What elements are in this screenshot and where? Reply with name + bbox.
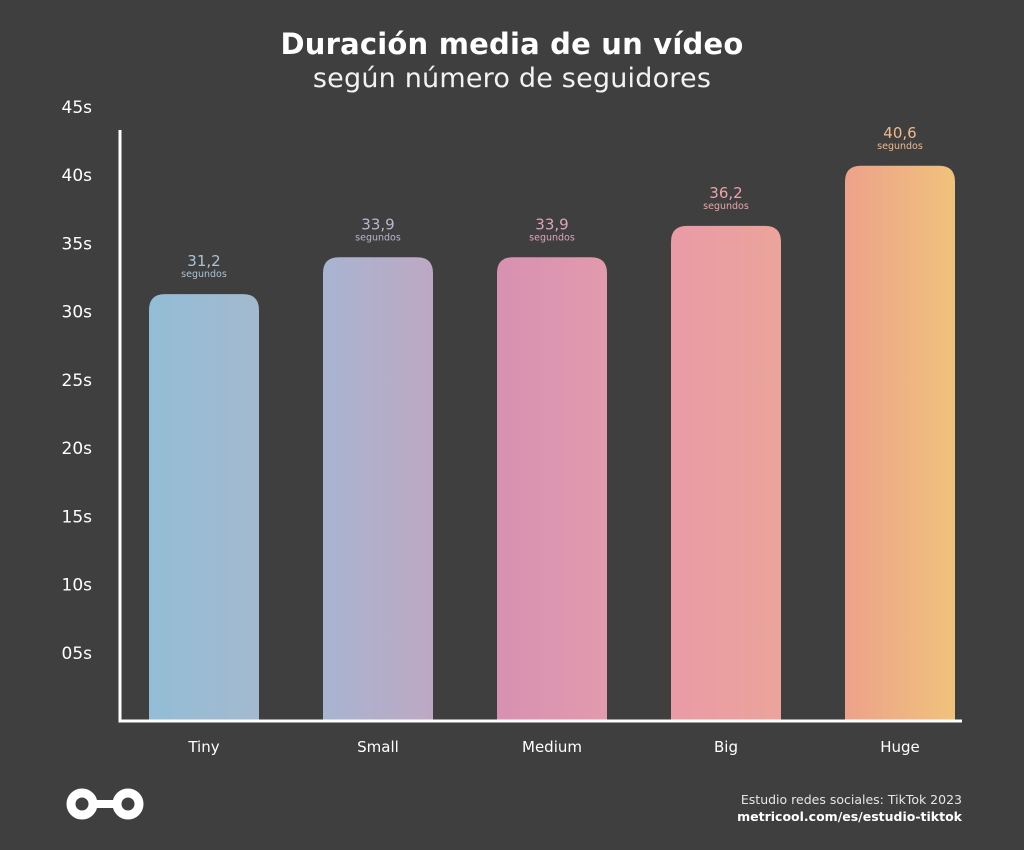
bar-tiny [149, 294, 259, 720]
infinity-logo-icon [66, 788, 144, 820]
value-labels: 31,2segundos33,9segundos33,9segundos36,2… [181, 124, 923, 280]
footer-source: Estudio redes sociales: TikTok 2023 metr… [737, 791, 962, 825]
chart-title: Duración media de un vídeo [280, 27, 744, 61]
value-unit-label: segundos [703, 201, 749, 212]
value-label: 31,2 [187, 252, 220, 270]
footer-url-link[interactable]: metricool.com/es/estudio-tiktok [737, 809, 962, 824]
x-axis-labels: Tiny Small Medium Big Huge [187, 738, 919, 756]
bar-small [323, 257, 433, 720]
y-tick-label: 35s [62, 234, 93, 254]
y-tick-label: 40s [62, 166, 93, 186]
value-unit-label: segundos [181, 269, 227, 280]
y-tick-label: 10s [62, 576, 93, 596]
y-tick-label: 05s [62, 644, 93, 664]
x-tick-label: Medium [522, 738, 582, 756]
y-tick-label: 25s [62, 371, 93, 391]
value-label: 33,9 [361, 215, 394, 233]
x-tick-label: Tiny [187, 738, 219, 756]
y-tick-label: 45s [62, 98, 93, 118]
y-tick-label: 30s [62, 303, 93, 323]
value-unit-label: segundos [877, 141, 923, 152]
value-unit-label: segundos [355, 232, 401, 243]
y-axis-ticks: 05s 10s 15s 20s 25s 30s 35s 40s 45s [62, 98, 93, 664]
bars [149, 165, 955, 720]
x-tick-label: Big [714, 738, 738, 756]
y-tick-label: 20s [62, 439, 93, 459]
bar-huge [845, 165, 955, 720]
bar-big [671, 225, 781, 720]
value-label: 36,2 [709, 184, 742, 202]
chart-subtitle: según número de seguidores [312, 63, 712, 94]
bar-medium [497, 257, 607, 720]
y-tick-label: 15s [62, 507, 93, 527]
value-unit-label: segundos [529, 232, 575, 243]
value-label: 40,6 [883, 124, 916, 142]
x-tick-label: Huge [880, 738, 920, 756]
title-block: Duración media de un vídeo según número … [0, 26, 1024, 96]
x-tick-label: Small [357, 738, 399, 756]
value-label: 33,9 [535, 215, 568, 233]
footer-source-line: Estudio redes sociales: TikTok 2023 [740, 792, 962, 807]
